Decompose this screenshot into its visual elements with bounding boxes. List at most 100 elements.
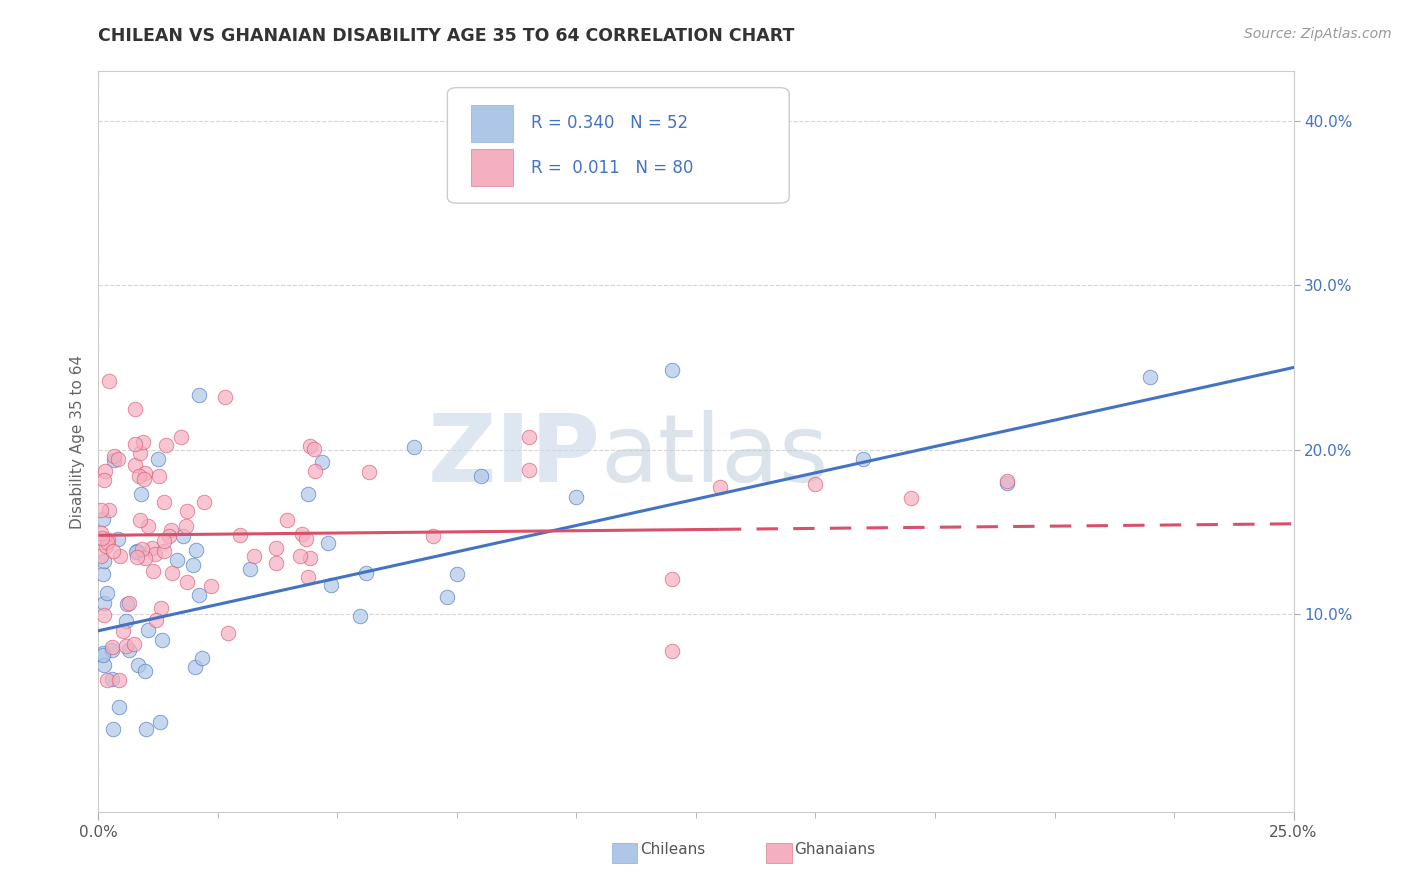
Point — [103, 449, 125, 463]
Point — [101, 672, 124, 686]
Point — [136, 519, 159, 533]
Point — [127, 658, 149, 673]
Bar — [471, 149, 513, 186]
Point — [150, 601, 173, 615]
Point — [264, 557, 287, 571]
Point — [103, 452, 125, 467]
Point — [157, 529, 180, 543]
Point — [117, 598, 139, 612]
Point — [565, 490, 588, 504]
Point — [288, 549, 311, 563]
Point — [152, 633, 174, 648]
Point — [112, 624, 135, 638]
Point — [124, 458, 146, 472]
Point — [298, 439, 321, 453]
Point — [96, 586, 118, 600]
Point — [176, 504, 198, 518]
Text: atlas: atlas — [600, 410, 828, 502]
Point — [91, 511, 114, 525]
Text: R =  0.011   N = 80: R = 0.011 N = 80 — [531, 159, 693, 177]
Point — [181, 558, 204, 573]
Point — [101, 723, 124, 737]
Point — [291, 526, 314, 541]
Point — [128, 468, 150, 483]
Point — [93, 595, 115, 609]
Point — [200, 578, 222, 592]
Point — [311, 455, 333, 469]
Point — [96, 673, 118, 687]
Point — [108, 673, 131, 687]
Text: ZIP: ZIP — [427, 410, 600, 502]
Point — [183, 660, 205, 674]
Point — [115, 640, 138, 654]
Point — [316, 535, 339, 549]
Text: Chileans: Chileans — [640, 842, 704, 857]
Point — [91, 566, 114, 581]
Point — [145, 613, 167, 627]
Text: R = 0.340   N = 52: R = 0.340 N = 52 — [531, 114, 688, 132]
Point — [159, 523, 181, 537]
Point — [134, 551, 156, 566]
Point — [422, 529, 444, 543]
Point — [900, 491, 922, 505]
Point — [96, 534, 118, 549]
Point — [239, 562, 262, 576]
Point — [446, 566, 468, 581]
Point — [101, 640, 124, 655]
Point — [108, 549, 131, 564]
Point — [124, 545, 146, 559]
Point — [243, 549, 266, 563]
Point — [138, 624, 160, 638]
Point — [141, 541, 163, 555]
Text: CHILEAN VS GHANAIAN DISABILITY AGE 35 TO 64 CORRELATION CHART: CHILEAN VS GHANAIAN DISABILITY AGE 35 TO… — [98, 27, 794, 45]
Point — [176, 574, 198, 589]
Point — [114, 614, 136, 628]
Point — [302, 442, 325, 456]
FancyBboxPatch shape — [447, 87, 789, 203]
Point — [517, 430, 540, 444]
Point — [276, 513, 298, 527]
Point — [174, 518, 197, 533]
Point — [995, 475, 1018, 489]
Point — [129, 487, 152, 501]
Point — [153, 544, 176, 558]
Point — [90, 549, 112, 563]
Point — [517, 462, 540, 476]
Point — [470, 468, 492, 483]
Point — [122, 637, 145, 651]
Point — [153, 534, 176, 549]
Point — [193, 495, 215, 509]
Point — [661, 572, 683, 586]
Point — [187, 588, 209, 602]
Point — [101, 544, 124, 558]
Point — [90, 503, 112, 517]
Point — [124, 402, 146, 417]
Point — [146, 451, 169, 466]
Point — [160, 566, 183, 581]
Bar — [471, 104, 513, 142]
Point — [191, 651, 214, 665]
Point — [149, 715, 172, 730]
Point — [94, 464, 117, 478]
Point — [229, 527, 252, 541]
Point — [101, 643, 124, 657]
Point — [143, 547, 166, 561]
Point — [125, 544, 148, 558]
Point — [131, 542, 153, 557]
Point — [404, 440, 426, 454]
Point — [297, 570, 319, 584]
Point — [132, 435, 155, 450]
Point — [155, 438, 177, 452]
Point — [93, 658, 115, 673]
Point — [804, 477, 827, 491]
Point — [166, 553, 188, 567]
Point — [436, 591, 458, 605]
Point — [349, 609, 371, 624]
Text: Ghanaians: Ghanaians — [794, 842, 876, 857]
Point — [661, 363, 683, 377]
Point — [217, 626, 239, 640]
Point — [118, 596, 141, 610]
Point — [170, 430, 193, 444]
Point — [264, 541, 287, 556]
Point — [295, 533, 318, 547]
